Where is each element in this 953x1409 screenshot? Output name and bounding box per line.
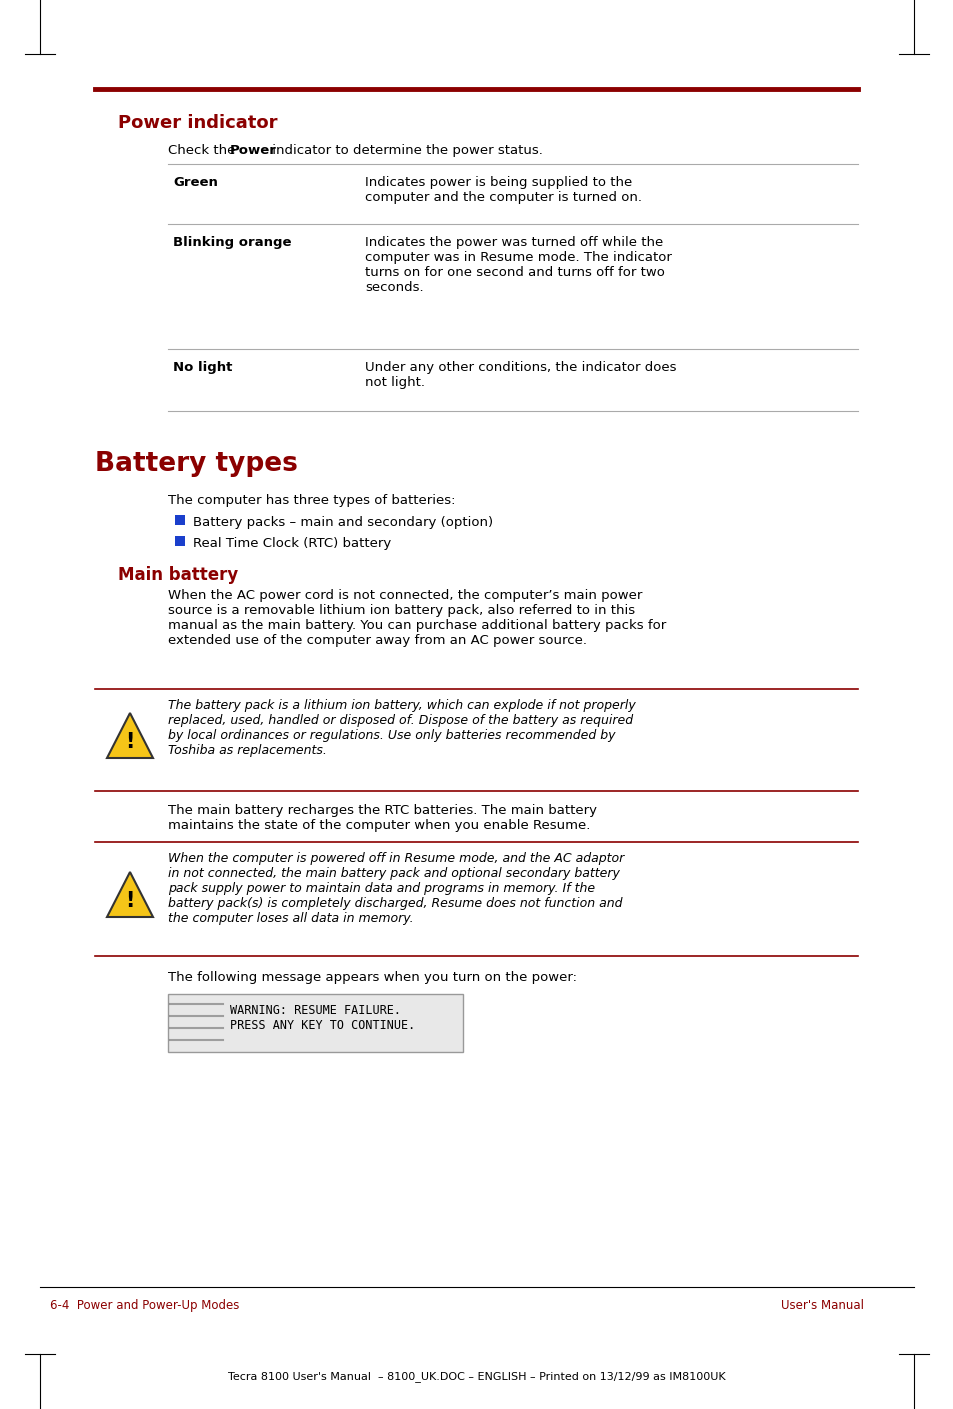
Polygon shape (107, 713, 152, 758)
Text: Power indicator: Power indicator (118, 114, 277, 132)
Text: Under any other conditions, the indicator does
not light.: Under any other conditions, the indicato… (365, 361, 676, 389)
Text: When the AC power cord is not connected, the computer’s main power
source is a r: When the AC power cord is not connected,… (168, 589, 665, 647)
Text: indicator to determine the power status.: indicator to determine the power status. (268, 144, 542, 156)
Text: Main battery: Main battery (118, 566, 238, 583)
Text: !: ! (125, 890, 134, 912)
FancyBboxPatch shape (168, 993, 462, 1053)
Text: The battery pack is a lithium ion battery, which can explode if not properly
rep: The battery pack is a lithium ion batter… (168, 699, 635, 757)
Text: The computer has three types of batteries:: The computer has three types of batterie… (168, 495, 455, 507)
Text: WARNING: RESUME FAILURE.
PRESS ANY KEY TO CONTINUE.: WARNING: RESUME FAILURE. PRESS ANY KEY T… (230, 1005, 415, 1031)
Text: Tecra 8100 User's Manual  – 8100_UK.DOC – ENGLISH – Printed on 13/12/99 as IM810: Tecra 8100 User's Manual – 8100_UK.DOC –… (228, 1371, 725, 1382)
Text: When the computer is powered off in Resume mode, and the AC adaptor
in not conne: When the computer is powered off in Resu… (168, 852, 623, 924)
Text: User's Manual: User's Manual (781, 1299, 863, 1312)
Text: 6-4  Power and Power-Up Modes: 6-4 Power and Power-Up Modes (50, 1299, 239, 1312)
Text: !: ! (125, 733, 134, 752)
Bar (174, 535, 185, 547)
Text: Battery types: Battery types (95, 451, 297, 478)
Text: Blinking orange: Blinking orange (172, 235, 292, 249)
Text: Battery packs – main and secondary (option): Battery packs – main and secondary (opti… (193, 516, 493, 528)
Text: The main battery recharges the RTC batteries. The main battery
maintains the sta: The main battery recharges the RTC batte… (168, 805, 597, 831)
Text: No light: No light (172, 361, 233, 373)
Bar (174, 516, 185, 526)
Polygon shape (107, 872, 152, 917)
Text: Indicates the power was turned off while the
computer was in Resume mode. The in: Indicates the power was turned off while… (365, 235, 671, 294)
Text: Check the: Check the (168, 144, 239, 156)
Text: Indicates power is being supplied to the
computer and the computer is turned on.: Indicates power is being supplied to the… (365, 176, 641, 204)
Text: Power: Power (230, 144, 276, 156)
Text: Green: Green (172, 176, 217, 189)
Text: The following message appears when you turn on the power:: The following message appears when you t… (168, 971, 577, 983)
Text: Real Time Clock (RTC) battery: Real Time Clock (RTC) battery (193, 537, 391, 550)
